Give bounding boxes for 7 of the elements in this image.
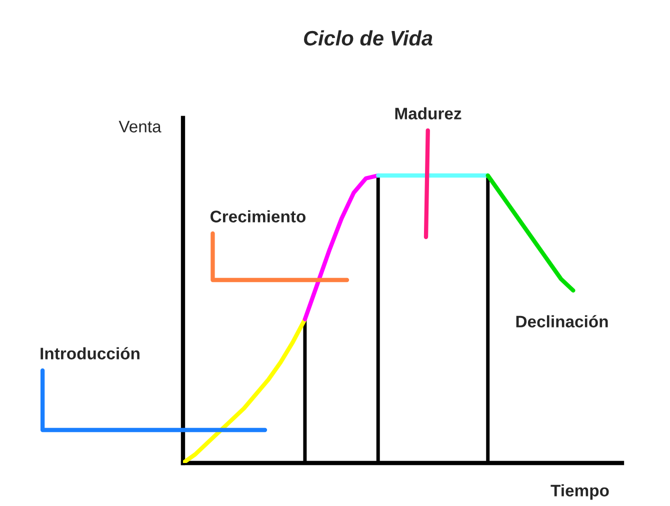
chart-title: Ciclo de Vida	[304, 30, 432, 46]
text: Madurez	[395, 107, 462, 120]
text: Introducción	[40, 347, 140, 360]
annotation: Crecimiento	[210, 210, 306, 222]
x-axis-title: Tiempo	[550, 484, 609, 500]
y-axis-title: Venta	[118, 120, 162, 132]
annotation: Declinación	[516, 315, 608, 328]
